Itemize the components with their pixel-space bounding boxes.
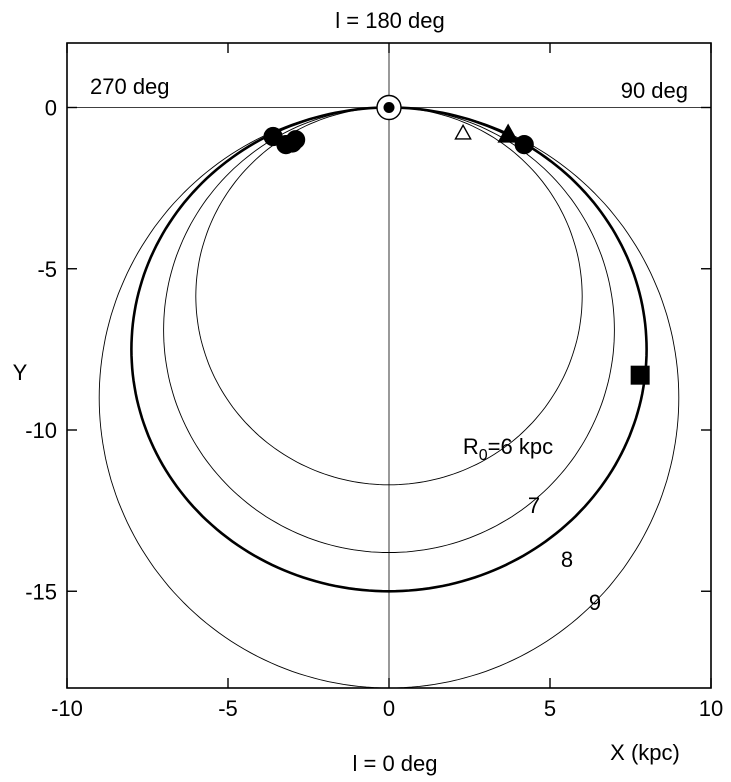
curve-label-r0-9: 9 [589,590,601,615]
y-axis-title: Y [13,360,28,385]
left-direction-label: 270 deg [90,74,170,99]
x-tick-label: 5 [544,696,556,721]
curve-label-r0-7: 7 [528,493,540,518]
plot-area: R0=6 kpc 7 89 -10 -5 0 5 10 0 -5 -10 -15 [25,42,723,721]
x-axis-title: X (kpc) [610,740,680,765]
x-tick-label: 0 [383,696,395,721]
curve-label-r0-8: 8 [561,547,573,572]
curve-r0-7 [163,107,615,553]
right-direction-label: 90 deg [621,78,688,103]
x-tick-label: -5 [218,696,238,721]
data-point-square [630,365,650,385]
data-point-triangle-filled [497,123,519,143]
x-tick-label: -10 [51,696,83,721]
y-tick-label: -10 [25,418,57,443]
bottom-direction-label: l = 0 deg [352,751,437,776]
x-tick-label: 10 [699,696,723,721]
y-tick-label: -5 [37,257,57,282]
curve-r0-6 [195,107,583,486]
top-direction-label: l = 180 deg [335,8,444,33]
data-point-circle [514,134,534,155]
data-point-triangle-open [454,123,472,140]
data-point-circle [282,133,302,153]
y-tick-label: 0 [45,96,57,121]
sun-symbol-dot [383,102,395,113]
y-tick-label: -15 [25,579,57,604]
curve-r0-8 [130,106,648,593]
curve-label-r0-6: R0=6 kpc [463,434,553,464]
